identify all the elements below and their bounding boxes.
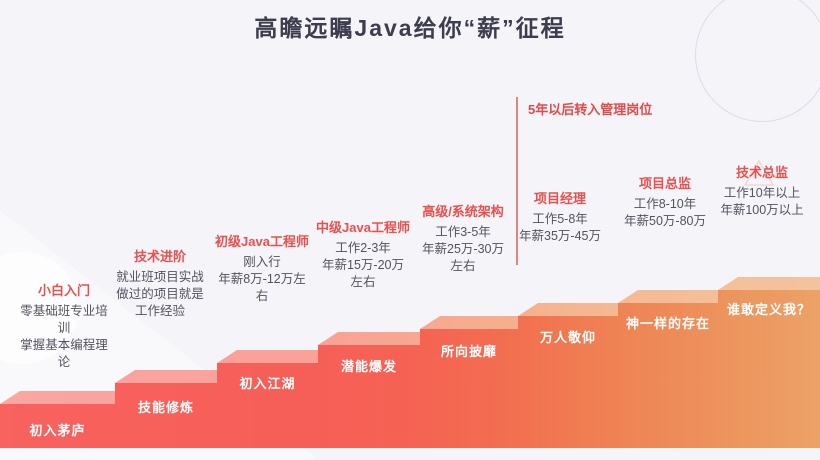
step-front-face: [0, 404, 115, 448]
step-front-face: [115, 383, 217, 448]
stage-block-junior-engineer: 初级Java工程师 刚入行 年薪8万-12万左右: [214, 231, 310, 305]
stage-description: 工作8-10年 年薪50万-80万: [624, 197, 706, 228]
step-top-face: [115, 370, 237, 383]
step-label: 初入茅庐: [29, 423, 86, 438]
stage-title: 初级Java工程师: [215, 234, 309, 249]
stage-title: 高级/系统架构: [422, 204, 504, 219]
step-top-face: [0, 391, 135, 404]
step-top-face: [318, 332, 440, 345]
stage-description: 工作3-5年 年薪25万-30万 左右: [422, 225, 504, 273]
decorative-circle-outline: [695, 0, 820, 122]
step-front-face: [718, 290, 820, 448]
step-front-face: [420, 329, 518, 448]
stage-block-advancing: 技术进阶 就业班项目实战 做过的项目就是 工作经验: [108, 246, 212, 320]
stage-description: 就业班项目实战 做过的项目就是 工作经验: [116, 270, 204, 318]
stage-title: 技术总监: [735, 165, 788, 180]
step-label: 神一样的存在: [625, 316, 710, 331]
page-title: 高瞻远瞩Java给你“薪”征程: [254, 15, 566, 41]
step-top-face: [217, 350, 338, 363]
step-label: 潜能爆发: [340, 359, 397, 374]
stage-block-project-director: 项目总监 工作8-10年 年薪50万-80万: [613, 173, 717, 230]
management-divider-line: [516, 97, 518, 265]
step-front-face: [518, 316, 618, 448]
step-top-face: [518, 303, 638, 316]
stage-title: 中级Java工程师: [316, 220, 410, 235]
stage-title: 项目总监: [638, 176, 691, 191]
stage-description: 刚入行 年薪8万-12万左右: [218, 255, 306, 303]
step-front-face: [318, 345, 420, 448]
decorative-triangle-icon: [743, 159, 775, 186]
stage-title: 技术进阶: [133, 249, 186, 264]
step-top-face: [618, 290, 738, 303]
step-front-face: [217, 363, 318, 448]
stage-block-project-manager: 项目经理 工作5-8年 年薪35万-45万: [508, 188, 612, 245]
step-label: 谁敢定义我？: [726, 302, 811, 317]
stage-description: 工作2-3年 年薪15万-20万 左右: [322, 241, 404, 289]
step-label: 万人敬仰: [539, 330, 596, 345]
stage-title: 项目经理: [533, 191, 586, 206]
stage-block-cto: 技术总监 工作10年以上 年薪100万以上: [707, 162, 817, 219]
step-label: 初入江湖: [239, 376, 296, 391]
stage-description: 零基础班专业培训 掌握基本编程理论: [20, 304, 108, 369]
management-note: 5年以后转入管理岗位: [528, 102, 653, 117]
stage-description: 工作10年以上 年薪100万以上: [720, 186, 804, 217]
step-label: 所向披靡: [440, 344, 497, 359]
step-top-face: [718, 277, 820, 290]
step-label: 技能修炼: [137, 400, 194, 415]
stage-block-beginner: 小白入门 零基础班专业培训 掌握基本编程理论: [15, 280, 113, 371]
step-front-face: [618, 303, 718, 448]
stage-block-senior-architect: 高级/系统架构 工作3-5年 年薪25万-30万 左右: [411, 201, 515, 275]
stage-description: 工作5-8年 年薪35万-45万: [519, 212, 601, 243]
stage-block-mid-engineer: 中级Java工程师 工作2-3年 年薪15万-20万 左右: [311, 217, 415, 291]
step-top-face: [420, 316, 538, 329]
stage-title: 小白入门: [37, 283, 90, 298]
